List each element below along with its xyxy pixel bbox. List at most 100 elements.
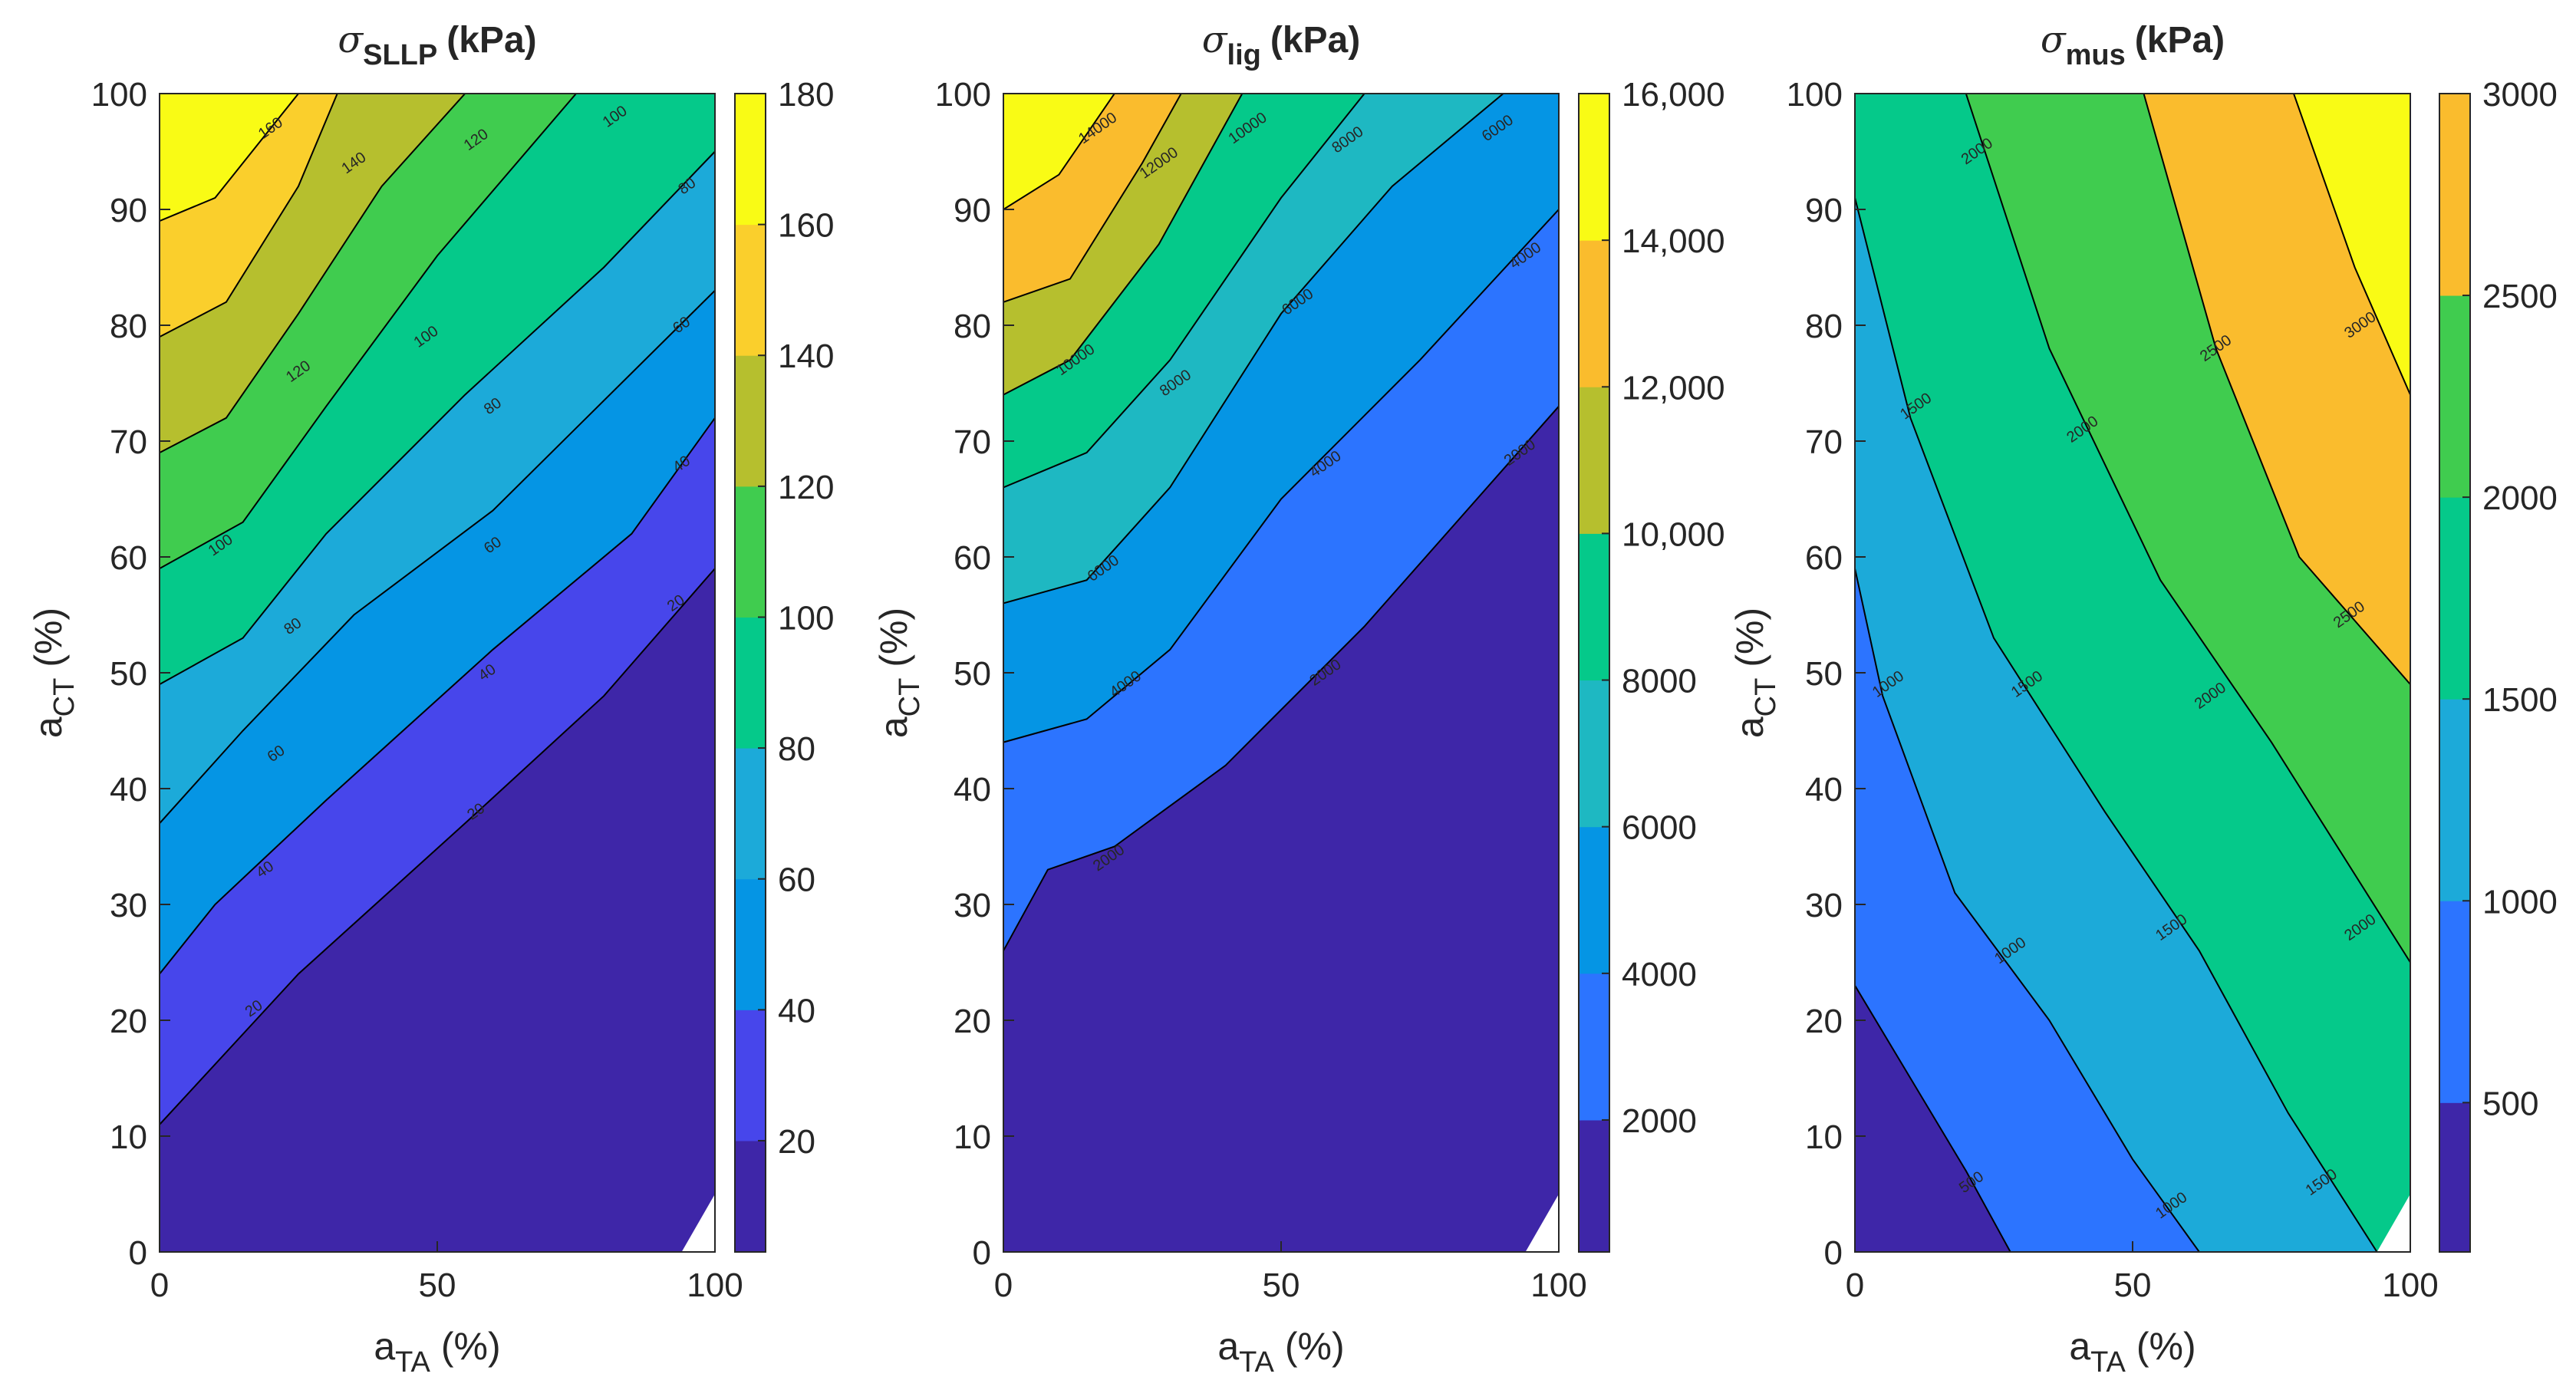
colorbar-segment [2439, 295, 2470, 498]
y-tick-label: 90 [110, 192, 147, 229]
y-tick-label: 10 [954, 1118, 991, 1156]
x-tick-label: 100 [687, 1267, 743, 1304]
x-axis-label-main: a [1217, 1325, 1239, 1368]
colorbar-tick-label: 2000 [2482, 479, 2558, 517]
title-symbol: σ [338, 18, 364, 61]
colorbar-segment [735, 617, 766, 749]
y-tick-label: 20 [110, 1003, 147, 1040]
colorbar-segment [735, 224, 766, 356]
colorbar-tick-label: 80 [778, 730, 815, 768]
contour-line-8000 [1003, 94, 1365, 489]
colorbar-segment [735, 1140, 766, 1253]
colorbar-tick-label: 2000 [1622, 1102, 1697, 1140]
colorbar-segment [2439, 497, 2470, 700]
contour-panel-2: 2000200020004000400040006000600060008000… [872, 18, 1725, 1379]
contour-line-6000 [1003, 94, 1504, 604]
contour-line-1500 [1855, 197, 2378, 1252]
y-axis-label-unit: (%) [1728, 608, 1771, 667]
y-tick-label: 60 [110, 539, 147, 577]
colorbar-tick-label: 14,000 [1622, 222, 1725, 260]
colorbar-tick-label: 500 [2482, 1085, 2538, 1122]
y-tick-label: 10 [110, 1118, 147, 1156]
contour-plot-area: 2000200020004000400040006000600060008000… [1003, 94, 1559, 1252]
contour-line-2000 [1003, 406, 1559, 951]
contour-line-500 [1855, 985, 2011, 1252]
colorbar-tick-label: 180 [778, 76, 834, 114]
contour-line-4000 [1003, 209, 1559, 743]
y-tick-label: 50 [1805, 655, 1843, 693]
y-tick-label: 100 [935, 76, 991, 114]
x-axis-label-unit: (%) [441, 1325, 501, 1368]
y-tick-label: 40 [954, 771, 991, 809]
colorbar-tick-label: 1500 [2482, 681, 2558, 719]
contour-line-140 [160, 94, 338, 338]
colorbar-tick-label: 12,000 [1622, 369, 1725, 407]
y-tick-label: 50 [110, 655, 147, 693]
x-tick-label: 0 [994, 1267, 1013, 1304]
colorbar-segment [735, 94, 766, 226]
x-axis-label-main: a [374, 1325, 395, 1368]
colorbar-segment [735, 748, 766, 880]
y-axis-label-main: a [1728, 716, 1771, 738]
contour-line-20 [160, 568, 715, 1125]
contour-line-12000 [1003, 94, 1182, 303]
colorbar-tick-label: 100 [778, 599, 834, 637]
colorbar-tick-label: 4000 [1622, 956, 1697, 993]
y-axis-label-sub: CT [48, 678, 81, 717]
colorbar-segment [2439, 901, 2470, 1103]
contour-line-1000 [1855, 568, 2200, 1252]
colorbar-tick-label: 16,000 [1622, 76, 1725, 114]
colorbar-tick-label: 3000 [2482, 76, 2558, 114]
colorbar-segment [735, 878, 766, 1010]
contour-line-100 [160, 94, 577, 569]
y-tick-label: 60 [954, 539, 991, 577]
colorbar-segment [1579, 533, 1609, 681]
x-tick-label: 100 [2382, 1267, 2438, 1304]
y-axis-label: aCT (%) [27, 608, 81, 738]
y-tick-label: 70 [1805, 423, 1843, 461]
y-axis-label-sub: CT [894, 678, 926, 717]
y-axis-label-main: a [872, 716, 915, 738]
colorbar-segment [2439, 1102, 2470, 1253]
y-axis-label-unit: (%) [872, 608, 915, 667]
title-subscript: lig [1227, 39, 1261, 71]
contour-line-2000 [1965, 94, 2410, 964]
colorbar-tick-label: 160 [778, 207, 834, 245]
y-tick-label: 70 [954, 423, 991, 461]
colorbar-frame [1578, 93, 1610, 1253]
colorbar-segment [1579, 973, 1609, 1121]
y-tick-label: 40 [110, 771, 147, 809]
contour-panel-1: 2020204040406060608080801001001001201201… [27, 18, 834, 1379]
contour-band-8 [160, 94, 298, 222]
x-axis-label-sub: TA [1239, 1346, 1274, 1379]
nan-region [1525, 1194, 1559, 1252]
contour-line-3000 [2293, 94, 2410, 395]
y-axis-label-unit: (%) [27, 608, 70, 667]
x-axis-label-main: a [2069, 1325, 2090, 1368]
colorbar-tick-label: 60 [778, 861, 815, 899]
contour-band-6 [2294, 94, 2410, 395]
colorbar-segment [2439, 699, 2470, 901]
contour-panel-3: 5001000100010001500150015001500200020002… [1728, 18, 2558, 1379]
y-tick-label: 90 [1805, 192, 1843, 229]
y-tick-label: 40 [1805, 771, 1843, 809]
colorbar-tick-label: 1000 [2482, 883, 2558, 921]
colorbar-tick-label: 2500 [2482, 278, 2558, 315]
colorbar-tick-label: 8000 [1622, 663, 1697, 700]
panel-title: σlig (kPa) [1202, 18, 1360, 71]
colorbar-segment [1579, 826, 1609, 974]
contour-plot-area: 5001000100010001500150015001500200020002… [1855, 94, 2410, 1252]
colorbar-segment [1579, 387, 1609, 534]
contour-line-160 [160, 94, 299, 222]
y-tick-label: 100 [1787, 76, 1843, 114]
y-axis-label: aCT (%) [1728, 608, 1782, 738]
title-subscript: SLLP [363, 39, 437, 71]
contour-band-5 [2143, 94, 2410, 685]
colorbar-tick-label: 6000 [1622, 809, 1697, 847]
y-tick-label: 80 [954, 308, 991, 345]
x-tick-label: 100 [1530, 1267, 1586, 1304]
colorbar-tick-label: 20 [778, 1123, 815, 1161]
y-axis-label: aCT (%) [872, 608, 926, 738]
panel-title: σmus (kPa) [2041, 18, 2225, 71]
y-tick-label: 100 [91, 76, 147, 114]
